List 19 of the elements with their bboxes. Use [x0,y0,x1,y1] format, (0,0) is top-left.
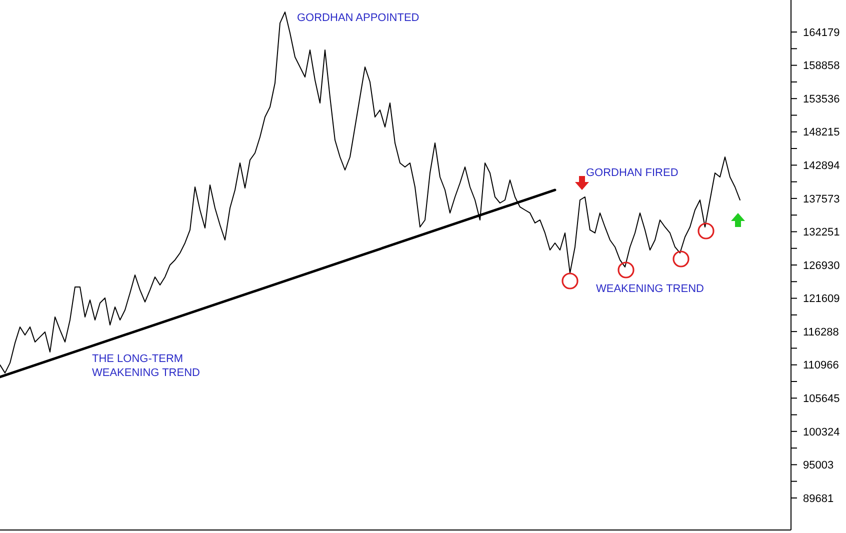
y-tick-label: 153536 [803,93,840,106]
y-tick-label: 95003 [803,460,834,472]
y-tick-label: 126930 [803,260,840,272]
y-tick-label: 100324 [803,426,840,438]
y-tick-label: 158858 [803,60,840,72]
y-tick-label: 89681 [803,492,834,505]
annotation: THE LONG-TERM WEAKENING TREND [92,353,200,379]
y-tick-label: 110966 [803,360,839,372]
annotation: GORDHAN APPOINTED [297,12,420,24]
y-tick-label: 105645 [803,392,840,405]
y-tick-label: 142894 [803,160,840,172]
annotation: GORDHAN FIRED [586,167,678,179]
y-tick-label: 116288 [803,326,839,338]
y-tick-label: 164179 [803,26,840,39]
y-tick-label: 148215 [803,126,840,139]
y-tick-label: 121609 [803,293,840,306]
y-tick-label: 132251 [803,226,840,239]
y-tick-label: 137573 [803,193,840,206]
annotation: WEAKENING TREND [596,283,704,295]
